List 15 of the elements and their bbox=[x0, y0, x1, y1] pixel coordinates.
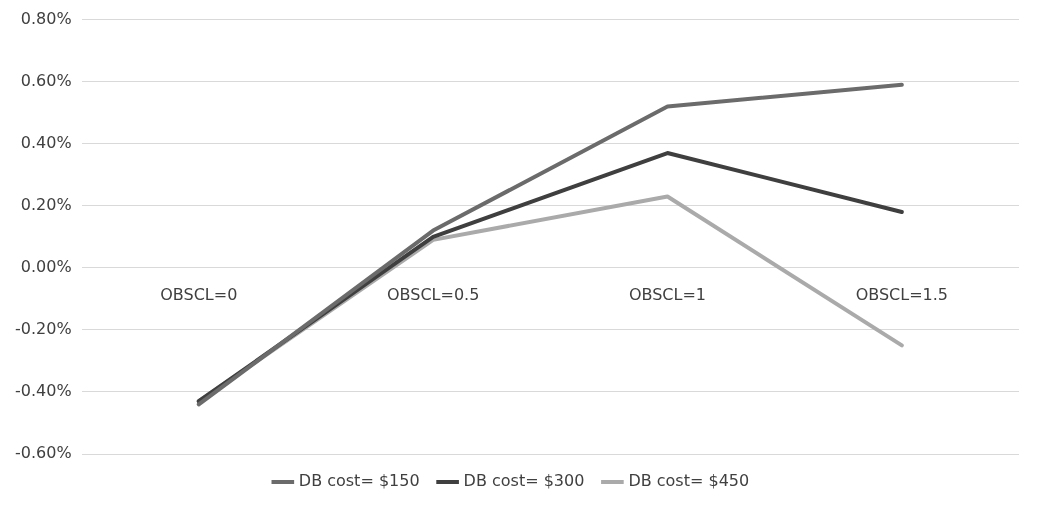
y-tick-label: 0.00% bbox=[20, 256, 72, 276]
y-tick-label: 0.40% bbox=[20, 132, 72, 152]
y-tick-label: -0.40% bbox=[14, 381, 72, 401]
x-tick-label: OBSCL=0.5 bbox=[386, 284, 480, 304]
x-tick-label: OBSCL=1 bbox=[628, 284, 707, 304]
legend-label: DB cost= $150 bbox=[298, 471, 420, 491]
y-tick-label: 0.60% bbox=[20, 70, 72, 90]
legend-label: DB cost= $450 bbox=[628, 471, 750, 491]
legend-label: DB cost= $300 bbox=[463, 471, 585, 491]
x-tick-label: OBSCL=0 bbox=[160, 284, 238, 304]
y-tick-label: 0.80% bbox=[20, 8, 72, 28]
x-tick-label: OBSCL=1.5 bbox=[855, 284, 949, 304]
y-tick-label: -0.20% bbox=[14, 319, 72, 339]
y-tick-label: 0.20% bbox=[20, 194, 72, 214]
y-tick-label: -0.60% bbox=[14, 443, 72, 463]
